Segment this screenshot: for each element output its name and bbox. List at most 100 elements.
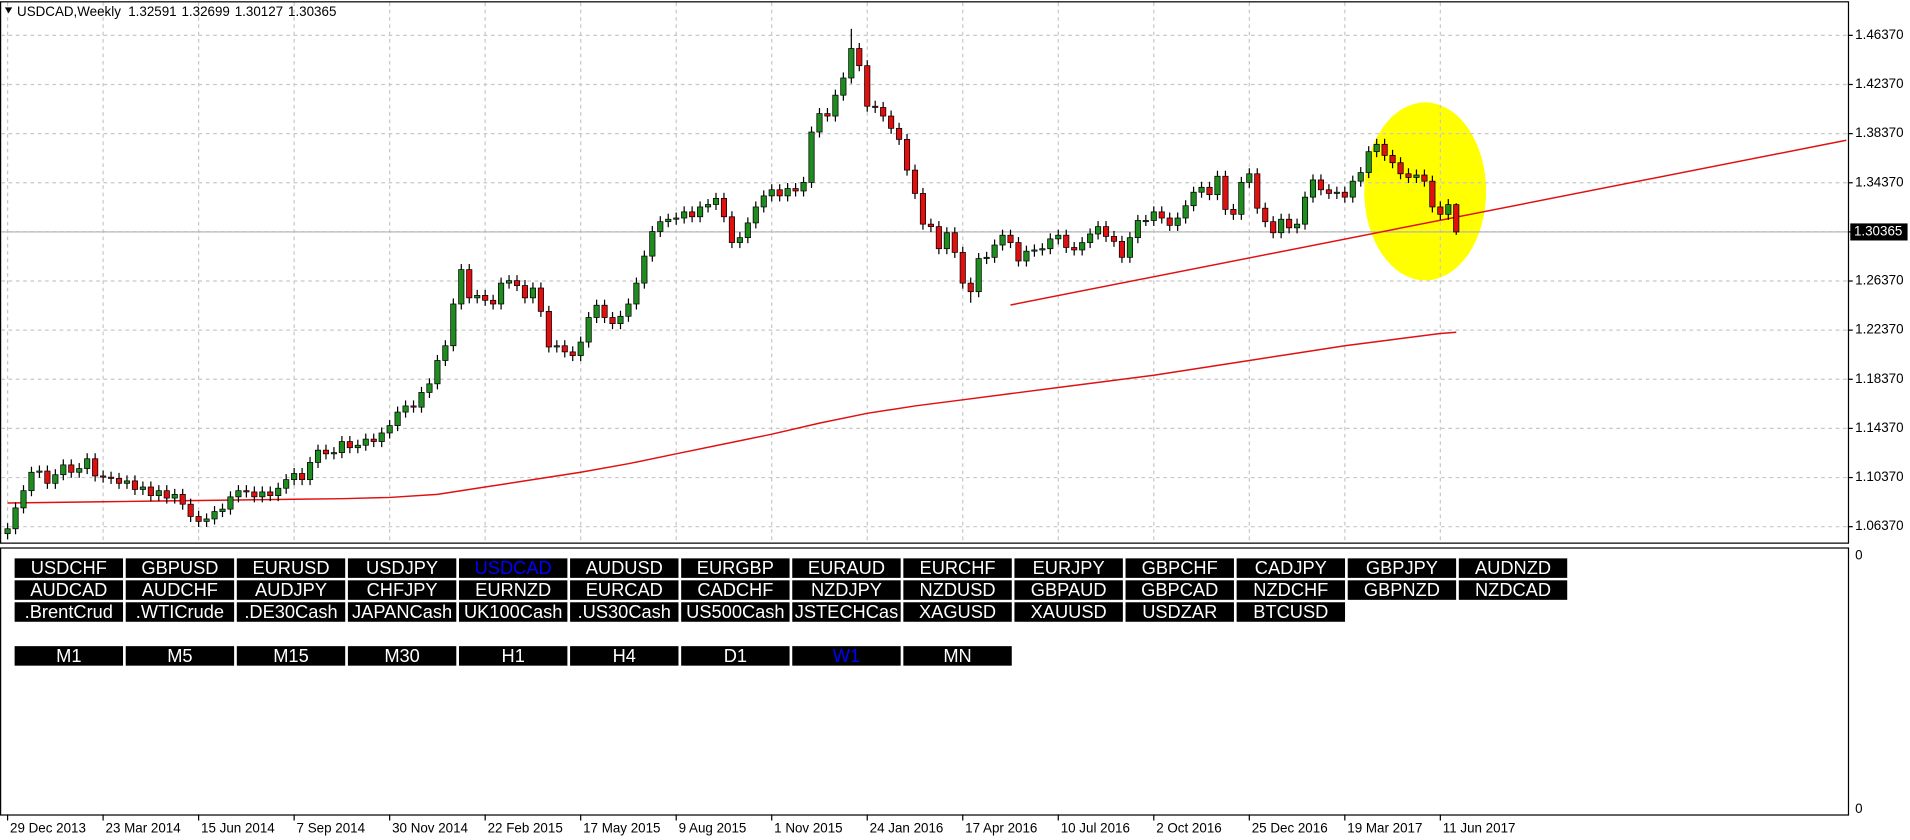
symbol-button-bg[interactable] <box>903 580 1012 600</box>
symbol-button[interactable]: EURUSD <box>236 557 346 578</box>
symbol-button-label[interactable]: BTCUSD <box>1253 601 1328 622</box>
symbol-button-label[interactable]: .DE30Cash <box>244 601 337 622</box>
symbol-button[interactable]: GBPAUD <box>1014 579 1123 600</box>
symbol-button[interactable]: EURGBP <box>681 557 790 578</box>
symbol-button-label[interactable]: EURJPY <box>1033 557 1105 578</box>
symbol-button-bg[interactable] <box>125 558 235 578</box>
symbol-button-bg[interactable] <box>1125 558 1234 578</box>
symbol-button[interactable]: .WTICrude <box>125 601 235 622</box>
symbol-button-bg[interactable] <box>1014 602 1123 622</box>
timeframe-button[interactable]: W1 <box>792 645 901 666</box>
symbol-button-bg[interactable] <box>125 602 235 622</box>
symbol-button[interactable]: UK100Cash <box>458 601 568 622</box>
symbol-button[interactable]: NZDCHF <box>1236 579 1346 600</box>
symbol-button-label[interactable]: GBPJPY <box>1366 557 1438 578</box>
symbol-button-label[interactable]: GBPUSD <box>141 557 218 578</box>
timeframe-button-label[interactable]: D1 <box>724 645 747 666</box>
symbol-button-label[interactable]: EURCAD <box>586 579 663 600</box>
timeframe-button[interactable]: MN <box>903 645 1012 666</box>
symbol-button-bg[interactable] <box>792 602 901 622</box>
timeframe-button-label[interactable]: H4 <box>613 645 636 666</box>
symbol-button-label[interactable]: EURCHF <box>920 557 996 578</box>
timeframe-button[interactable]: M1 <box>14 645 124 666</box>
symbol-button-bg[interactable] <box>681 580 790 600</box>
timeframe-button[interactable]: M15 <box>236 645 346 666</box>
timeframe-button-label[interactable]: M15 <box>273 645 309 666</box>
timeframe-button-bg[interactable] <box>792 646 901 666</box>
symbol-button-bg[interactable] <box>792 580 901 600</box>
symbol-button-bg[interactable] <box>792 558 901 578</box>
menu-arrow[interactable] <box>4 7 13 14</box>
symbol-button[interactable]: NZDUSD <box>903 579 1012 600</box>
timeframe-button-bg[interactable] <box>681 646 790 666</box>
symbol-button[interactable]: EURJPY <box>1014 557 1123 578</box>
symbol-button-bg[interactable] <box>347 558 457 578</box>
symbol-button-bg[interactable] <box>347 580 457 600</box>
symbol-button-bg[interactable] <box>1125 602 1234 622</box>
timeframe-button-bg[interactable] <box>14 646 124 666</box>
symbol-button[interactable]: GBPCAD <box>1125 579 1234 600</box>
symbol-button[interactable]: XAUUSD <box>1014 601 1123 622</box>
symbol-button-label[interactable]: USDJPY <box>366 557 438 578</box>
timeframe-button-label[interactable]: M30 <box>384 645 420 666</box>
symbol-button-label[interactable]: NZDCHF <box>1253 579 1328 600</box>
symbol-button-label[interactable]: AUDCHF <box>142 579 218 600</box>
symbol-button-label[interactable]: USDZAR <box>1142 601 1217 622</box>
symbol-button[interactable]: USDCHF <box>14 557 124 578</box>
symbol-button[interactable]: AUDJPY <box>236 579 346 600</box>
symbol-button-label[interactable]: EURNZD <box>475 579 551 600</box>
symbol-button-bg[interactable] <box>903 558 1012 578</box>
symbol-button[interactable]: AUDCAD <box>14 579 124 600</box>
symbol-button[interactable]: NZDCAD <box>1458 579 1568 600</box>
symbol-button-label[interactable]: AUDNZD <box>1475 557 1551 578</box>
symbol-button[interactable]: EURCHF <box>903 557 1012 578</box>
symbol-button[interactable]: .US30Cash <box>570 601 679 622</box>
timeframe-button-bg[interactable] <box>347 646 457 666</box>
symbol-button[interactable]: GBPUSD <box>125 557 235 578</box>
symbol-button-bg[interactable] <box>347 602 457 622</box>
symbol-button-bg[interactable] <box>125 580 235 600</box>
symbol-button-label[interactable]: GBPCAD <box>1141 579 1218 600</box>
symbol-button-bg[interactable] <box>14 580 124 600</box>
symbol-button-bg[interactable] <box>1014 580 1123 600</box>
timeframe-button[interactable]: M5 <box>125 645 235 666</box>
symbol-button-bg[interactable] <box>903 602 1012 622</box>
symbol-button-label[interactable]: CHFJPY <box>367 579 438 600</box>
timeframe-button[interactable]: D1 <box>681 645 790 666</box>
symbol-button[interactable]: GBPCHF <box>1125 557 1234 578</box>
symbol-button-bg[interactable] <box>236 580 346 600</box>
symbol-button-label[interactable]: XAUUSD <box>1031 601 1107 622</box>
timeframe-button-bg[interactable] <box>236 646 346 666</box>
symbol-button-label[interactable]: NZDJPY <box>811 579 882 600</box>
symbol-button-bg[interactable] <box>1347 580 1457 600</box>
symbol-button-label[interactable]: CADCHF <box>697 579 773 600</box>
symbol-button-label[interactable]: NZDCAD <box>1475 579 1551 600</box>
timeframe-button-bg[interactable] <box>903 646 1012 666</box>
symbol-button-label[interactable]: USDCAD <box>475 557 552 578</box>
symbol-button[interactable]: USDCAD <box>458 557 568 578</box>
symbol-button-bg[interactable] <box>458 602 568 622</box>
symbol-button-bg[interactable] <box>681 602 790 622</box>
symbol-button[interactable]: XAGUSD <box>903 601 1012 622</box>
symbol-button-label[interactable]: JSTECHCas <box>795 601 898 622</box>
symbol-button[interactable]: CADJPY <box>1236 557 1346 578</box>
timeframe-button-label[interactable]: H1 <box>502 645 525 666</box>
symbol-button-label[interactable]: EURAUD <box>808 557 885 578</box>
symbol-button-bg[interactable] <box>14 602 124 622</box>
symbol-button-bg[interactable] <box>1236 602 1346 622</box>
timeframe-button-label[interactable]: W1 <box>833 645 860 666</box>
symbol-button-bg[interactable] <box>1347 558 1457 578</box>
symbol-button-label[interactable]: UK100Cash <box>464 601 562 622</box>
timeframe-button[interactable]: H4 <box>570 645 679 666</box>
symbol-button-bg[interactable] <box>458 580 568 600</box>
symbol-button-label[interactable]: GBPAUD <box>1031 579 1107 600</box>
symbol-button-label[interactable]: NZDUSD <box>920 579 996 600</box>
symbol-button-label[interactable]: .US30Cash <box>578 601 671 622</box>
symbol-button[interactable]: EURCAD <box>570 579 679 600</box>
timeframe-button[interactable]: H1 <box>458 645 568 666</box>
timeframe-button-label[interactable]: M1 <box>56 645 81 666</box>
symbol-button[interactable]: CADCHF <box>681 579 790 600</box>
symbol-button[interactable]: GBPNZD <box>1347 579 1457 600</box>
symbol-button-label[interactable]: JAPANCash <box>352 601 452 622</box>
symbol-button-label[interactable]: .WTICrude <box>136 601 224 622</box>
